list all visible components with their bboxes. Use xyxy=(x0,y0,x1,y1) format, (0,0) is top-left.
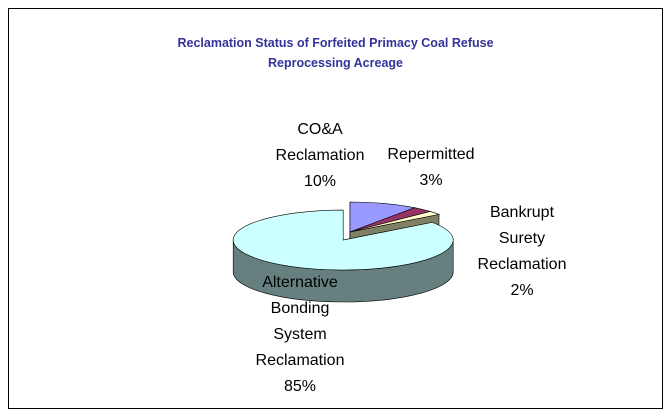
value-label: 10% xyxy=(303,173,337,190)
slice-label: CO&A Reclamation 10% xyxy=(265,117,375,195)
chart-title: Reclamation Status of Forfeited Primacy … xyxy=(177,36,494,70)
category-label: Repermitted xyxy=(387,146,475,163)
category-label: CO&A Reclamation xyxy=(275,121,365,164)
category-label: Bankrupt Surety Reclamation xyxy=(477,204,567,273)
category-label: Alternative Bonding System Reclamation xyxy=(255,274,345,369)
slice-label: Bankrupt Surety Reclamation 2% xyxy=(472,200,572,304)
slice-label: Alternative Bonding System Reclamation 85… xyxy=(250,270,350,400)
value-label: 2% xyxy=(510,282,534,299)
slice-label: Repermitted 3% xyxy=(387,142,474,194)
value-label: 85% xyxy=(283,378,317,395)
chart-frame xyxy=(8,8,663,409)
slice xyxy=(349,211,441,233)
value-label: 3% xyxy=(419,172,443,189)
slice xyxy=(232,209,454,271)
